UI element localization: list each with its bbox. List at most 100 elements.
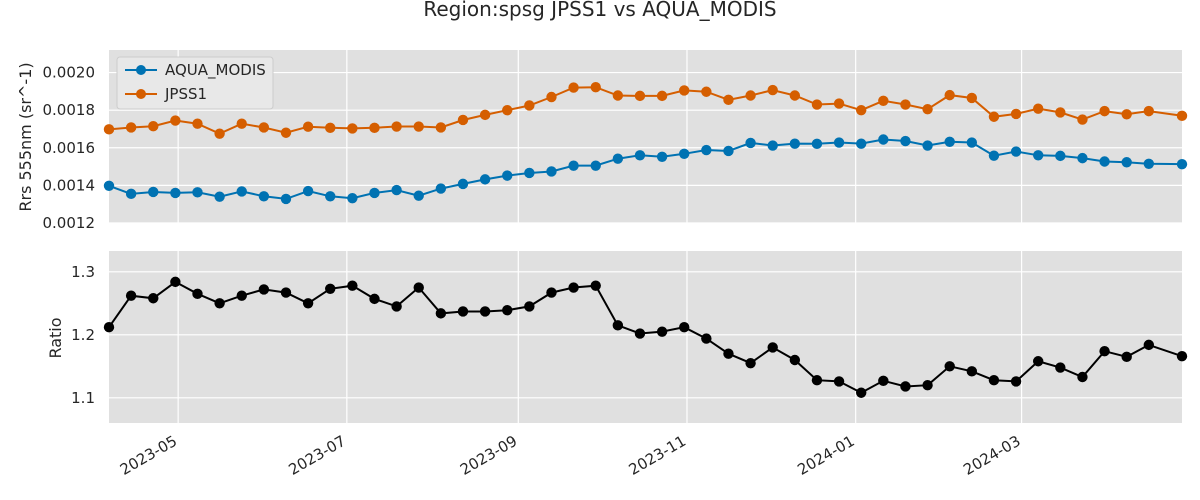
y-tick-label: 0.0016 bbox=[43, 139, 96, 157]
x-tick-label: 2024-01 bbox=[794, 432, 857, 479]
data-point bbox=[192, 288, 203, 300]
data-point bbox=[767, 140, 778, 151]
data-point bbox=[258, 191, 270, 202]
data-point bbox=[1077, 114, 1088, 125]
data-point bbox=[1176, 110, 1188, 122]
data-point bbox=[479, 109, 491, 121]
data-point bbox=[280, 127, 292, 138]
data-point bbox=[1032, 356, 1044, 367]
data-point bbox=[302, 298, 314, 309]
data-point bbox=[679, 322, 690, 333]
data-point bbox=[391, 121, 402, 132]
data-point bbox=[922, 104, 933, 115]
y-tick-label: 1.1 bbox=[71, 389, 95, 407]
data-point bbox=[701, 333, 712, 344]
bottom-panel-background bbox=[109, 251, 1182, 423]
data-point bbox=[833, 98, 845, 109]
data-point bbox=[1077, 371, 1088, 383]
data-point bbox=[612, 320, 624, 331]
data-point bbox=[701, 86, 712, 97]
data-point bbox=[1143, 158, 1155, 169]
data-point bbox=[856, 387, 867, 398]
data-point bbox=[148, 186, 159, 198]
data-point bbox=[590, 160, 601, 171]
data-point bbox=[369, 122, 380, 134]
x-tick-label: 2023-05 bbox=[117, 432, 180, 479]
data-point bbox=[347, 192, 358, 204]
data-point bbox=[966, 137, 978, 148]
chart-title: Region:spsg JPSS1 vs AQUA_MODIS bbox=[423, 0, 776, 21]
data-point bbox=[1099, 156, 1110, 167]
data-point bbox=[280, 193, 292, 205]
top-y-axis-label: Rrs 555nm (sr^-1) bbox=[16, 62, 35, 211]
data-point bbox=[966, 366, 978, 377]
data-point bbox=[723, 94, 734, 106]
x-tick-label: 2023-09 bbox=[457, 432, 520, 479]
data-point bbox=[302, 121, 314, 132]
data-point bbox=[922, 140, 933, 151]
data-point bbox=[125, 122, 137, 133]
bottom-y-axis-label: Ratio bbox=[46, 317, 65, 358]
y-tick-label: 1.2 bbox=[71, 326, 95, 344]
data-point bbox=[745, 137, 756, 149]
data-point bbox=[502, 104, 513, 116]
data-point bbox=[811, 374, 823, 386]
data-point bbox=[568, 82, 579, 93]
legend: AQUA_MODIS JPSS1 bbox=[116, 56, 274, 110]
data-point bbox=[944, 136, 955, 147]
data-point bbox=[679, 85, 690, 96]
data-point bbox=[988, 150, 1000, 161]
data-point bbox=[723, 348, 734, 359]
data-point bbox=[103, 322, 115, 333]
data-point bbox=[966, 92, 978, 104]
data-point bbox=[391, 184, 402, 196]
data-point bbox=[325, 122, 336, 134]
legend-label-aqua: AQUA_MODIS bbox=[165, 61, 266, 80]
data-point bbox=[170, 187, 181, 199]
data-point bbox=[811, 138, 823, 150]
data-point bbox=[612, 153, 624, 164]
series-ratio bbox=[103, 276, 1188, 398]
data-point bbox=[435, 308, 447, 319]
data-point bbox=[634, 150, 646, 161]
y-tick-label: 0.0020 bbox=[43, 64, 96, 82]
data-point bbox=[988, 111, 1000, 122]
data-point bbox=[546, 287, 557, 298]
data-point bbox=[347, 280, 358, 291]
data-point bbox=[1055, 107, 1066, 118]
data-point bbox=[325, 191, 336, 202]
data-point bbox=[922, 379, 933, 391]
data-point bbox=[1055, 362, 1066, 373]
data-point bbox=[103, 124, 115, 135]
data-point bbox=[546, 91, 557, 103]
data-point bbox=[878, 134, 889, 145]
data-point bbox=[479, 306, 491, 317]
data-point bbox=[789, 90, 801, 101]
y-tick-label: 0.0012 bbox=[43, 214, 96, 232]
data-point bbox=[1055, 150, 1066, 162]
data-point bbox=[148, 120, 159, 132]
legend-marker-aqua bbox=[136, 65, 146, 75]
data-point bbox=[524, 301, 535, 312]
legend-label-jpss1: JPSS1 bbox=[164, 85, 207, 103]
data-point bbox=[413, 190, 424, 201]
data-point bbox=[413, 121, 424, 132]
data-point bbox=[302, 185, 314, 197]
data-point bbox=[789, 138, 801, 149]
data-point bbox=[413, 282, 424, 293]
data-point bbox=[435, 183, 447, 194]
data-point bbox=[988, 374, 1000, 386]
x-tick-label: 2023-07 bbox=[286, 432, 349, 479]
data-point bbox=[479, 174, 491, 185]
data-point bbox=[745, 90, 756, 101]
data-point bbox=[701, 144, 712, 156]
data-point bbox=[767, 84, 778, 96]
data-point bbox=[634, 328, 646, 339]
data-point bbox=[457, 178, 469, 190]
data-point bbox=[856, 104, 867, 116]
data-point bbox=[1077, 152, 1088, 164]
data-point bbox=[656, 326, 668, 337]
data-point bbox=[900, 381, 911, 392]
data-point bbox=[900, 135, 911, 147]
